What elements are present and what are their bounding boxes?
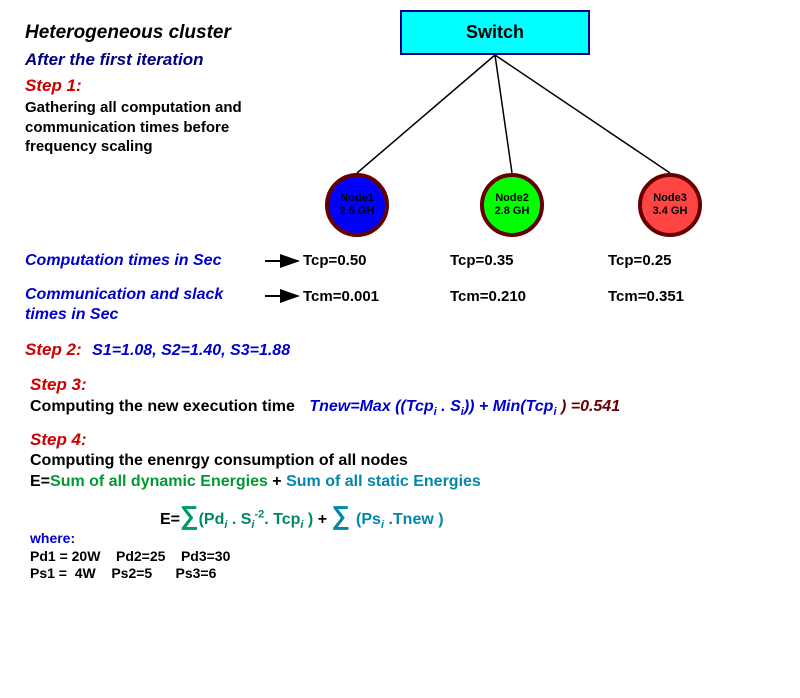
step4-label: Step 4: [30, 430, 87, 450]
node-3: Node33.4 GH [638, 173, 702, 237]
step2-vals: S1=1.08, S2=1.40, S3=1.88 [92, 342, 290, 359]
comp-val-1: Tcp=0.35 [450, 252, 514, 269]
step4-eline: E=Sum of all dynamic Energies + Sum of a… [30, 473, 481, 491]
comp-val-0: Tcp=0.50 [303, 252, 367, 269]
where-label: where: [30, 530, 75, 546]
step1-label: Step 1: [25, 76, 82, 96]
step4-text: Computing the enenrgy consumption of all… [30, 452, 408, 470]
step4-formula: E=∑(Pdi . Si-2. Tcpi ) + ∑(Psi .Tnew ) [160, 500, 444, 531]
comm-times-label: Communication and slack times in Sec [25, 285, 223, 325]
switch-label: Switch [466, 22, 524, 43]
step3-label: Step 3: [30, 375, 87, 395]
node-2: Node22.8 GH [480, 173, 544, 237]
step3-formula: Tnew=Max ((Tcpi . Si)) + Min(Tcpi ) =0.5… [309, 398, 620, 415]
comp-times-label: Computation times in Sec [25, 252, 221, 270]
subtitle: After the first iteration [25, 50, 204, 70]
step1-text: Gathering all computation and communicat… [25, 98, 242, 157]
switch-box: Switch [400, 10, 590, 55]
comp-val-2: Tcp=0.25 [608, 252, 672, 269]
step2-label: Step 2: [25, 340, 82, 359]
comm-val-0: Tcm=0.001 [303, 288, 379, 305]
step3-text: Computing the new execution time [30, 398, 295, 415]
sigma-icon: ∑ [332, 500, 351, 530]
ps-values: Ps1 = 4W Ps2=5 Ps3=6 [30, 565, 216, 581]
comm-val-2: Tcm=0.351 [608, 288, 684, 305]
pd-values: Pd1 = 20W Pd2=25 Pd3=30 [30, 548, 230, 564]
sigma-icon: ∑ [180, 500, 199, 530]
title: Heterogeneous cluster [25, 22, 231, 44]
step2-row: Step 2: S1=1.08, S2=1.40, S3=1.88 [25, 340, 290, 360]
node-1: Node12.5 GH [325, 173, 389, 237]
comm-val-1: Tcm=0.210 [450, 288, 526, 305]
step3-row: Computing the new execution time Tnew=Ma… [30, 398, 620, 418]
